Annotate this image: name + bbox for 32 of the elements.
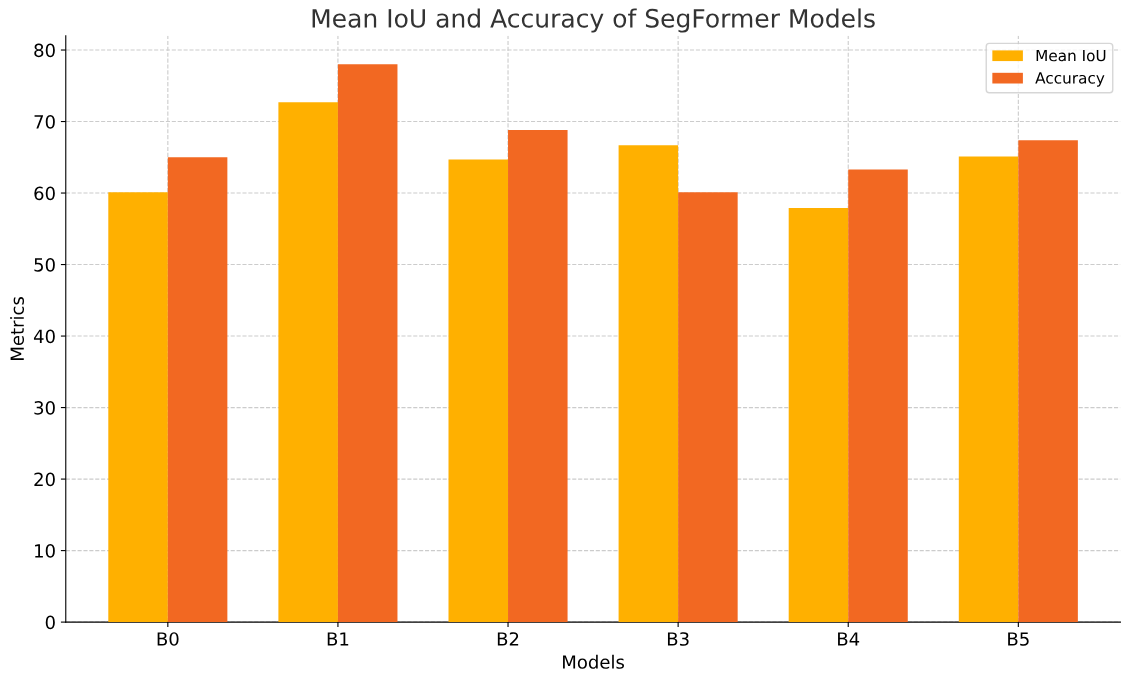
y-tick-label: 70 [34,114,55,129]
bar [788,208,849,623]
bar [337,64,398,623]
y-tick-label: 20 [34,472,55,487]
bar [167,157,228,623]
bar [278,102,338,623]
x-tick-label: B3 [667,632,689,646]
x-tick-label: B5 [1008,632,1029,646]
legend-label: Accuracy [1035,72,1105,87]
chart-title: Mean IoU and Accuracy of SegFormer Models [312,8,875,33]
bar [508,130,568,623]
bar [1018,140,1078,623]
x-tick-label: B0 [157,632,179,646]
y-tick-label: 60 [34,186,55,201]
x-tick-label: B2 [497,632,519,646]
bar [108,192,168,623]
bar [618,145,679,623]
legend-label: Mean IoU [1036,49,1106,62]
bar [848,169,908,623]
y-tick-label: 10 [35,544,55,558]
x-tick-label: B4 [838,632,860,646]
y-tick-label: 50 [34,258,55,272]
bar [448,159,509,623]
y-tick-label: 0 [45,615,55,630]
x-tick-label: B1 [327,632,349,646]
y-tick-label: 30 [34,401,55,415]
y-axis-title: Metrics [10,297,25,360]
y-tick-label: 80 [34,43,55,58]
x-axis-title: Models [563,654,625,669]
y-tick-label: 40 [33,329,55,344]
bar [958,156,1019,623]
bar [678,192,738,623]
